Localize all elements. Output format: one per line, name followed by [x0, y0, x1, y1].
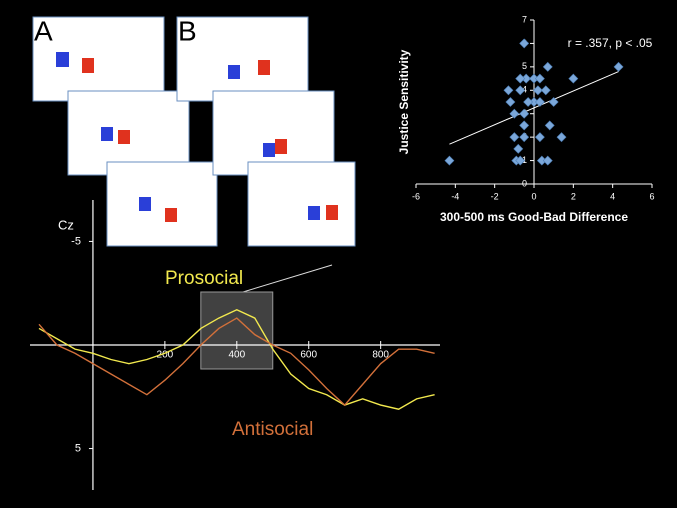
blue-character: [308, 206, 320, 220]
y-axis-label: Justice Sensitivity: [397, 49, 411, 154]
y-tick-label: 5: [522, 61, 527, 71]
x-tick-label: 6: [649, 191, 654, 201]
x-tick-label: 0: [531, 191, 536, 201]
panel-label: A: [34, 15, 53, 46]
point: [534, 73, 545, 84]
x-tick-label: -4: [451, 191, 459, 201]
red-character: [275, 139, 287, 154]
scene: [176, 16, 309, 102]
connector: [242, 264, 333, 293]
point: [542, 155, 553, 166]
point: [519, 120, 530, 131]
red-character: [258, 60, 270, 75]
x-tick-label: 200: [157, 350, 174, 361]
point: [444, 155, 455, 166]
highlight-window: [200, 291, 274, 370]
red-character: [82, 58, 94, 73]
point: [519, 132, 530, 143]
point: [509, 132, 520, 143]
point: [519, 108, 530, 119]
scenes: [32, 16, 356, 247]
point: [523, 97, 534, 107]
point: [548, 97, 559, 107]
point: [540, 85, 551, 96]
series-label: Antisocial: [232, 419, 313, 440]
scene: [247, 161, 356, 247]
y-tick-label: -5: [71, 235, 81, 247]
chart-title: r = .357, p < .05: [568, 36, 653, 50]
x-tick-label: 2: [571, 191, 576, 201]
blue-character: [101, 127, 113, 141]
x-tick-label: -2: [491, 191, 499, 201]
blue-character: [56, 52, 69, 67]
point: [515, 73, 526, 84]
y-tick-label: 7: [522, 14, 527, 24]
point: [513, 143, 524, 154]
point: [542, 61, 553, 72]
x-tick-label: 800: [372, 350, 389, 361]
blue-character: [228, 65, 240, 79]
point: [534, 132, 545, 143]
point: [505, 97, 516, 107]
point: [509, 108, 520, 119]
trendline: [449, 71, 619, 145]
point: [556, 132, 567, 143]
waveform: [38, 309, 435, 410]
point: [519, 38, 530, 49]
x-tick-label: 4: [610, 191, 615, 201]
blue-character: [139, 197, 151, 211]
x-tick-label: 400: [228, 350, 245, 361]
red-character: [118, 130, 130, 144]
point: [515, 155, 526, 166]
red-character: [165, 208, 177, 222]
y-tick-label: 0: [522, 178, 527, 188]
x-tick-label: -6: [412, 191, 420, 201]
waveform: [38, 317, 435, 407]
red-character: [326, 205, 338, 220]
point: [613, 61, 624, 72]
point: [544, 120, 555, 131]
point: [534, 97, 545, 107]
blue-character: [263, 143, 275, 157]
characters: [56, 52, 338, 222]
x-tick-label: 600: [300, 350, 317, 361]
x-axis-label: 300-500 ms Good-Bad Difference: [440, 210, 628, 224]
scene: [32, 16, 165, 102]
y-tick-label: 5: [75, 442, 81, 454]
scene: [106, 161, 218, 247]
point: [533, 85, 543, 96]
panel-label: B: [178, 15, 197, 46]
point: [503, 85, 514, 96]
y-axis-label: Cz: [58, 217, 74, 232]
point: [515, 85, 526, 96]
point: [568, 73, 579, 84]
series-label: Prosocial: [165, 268, 243, 289]
